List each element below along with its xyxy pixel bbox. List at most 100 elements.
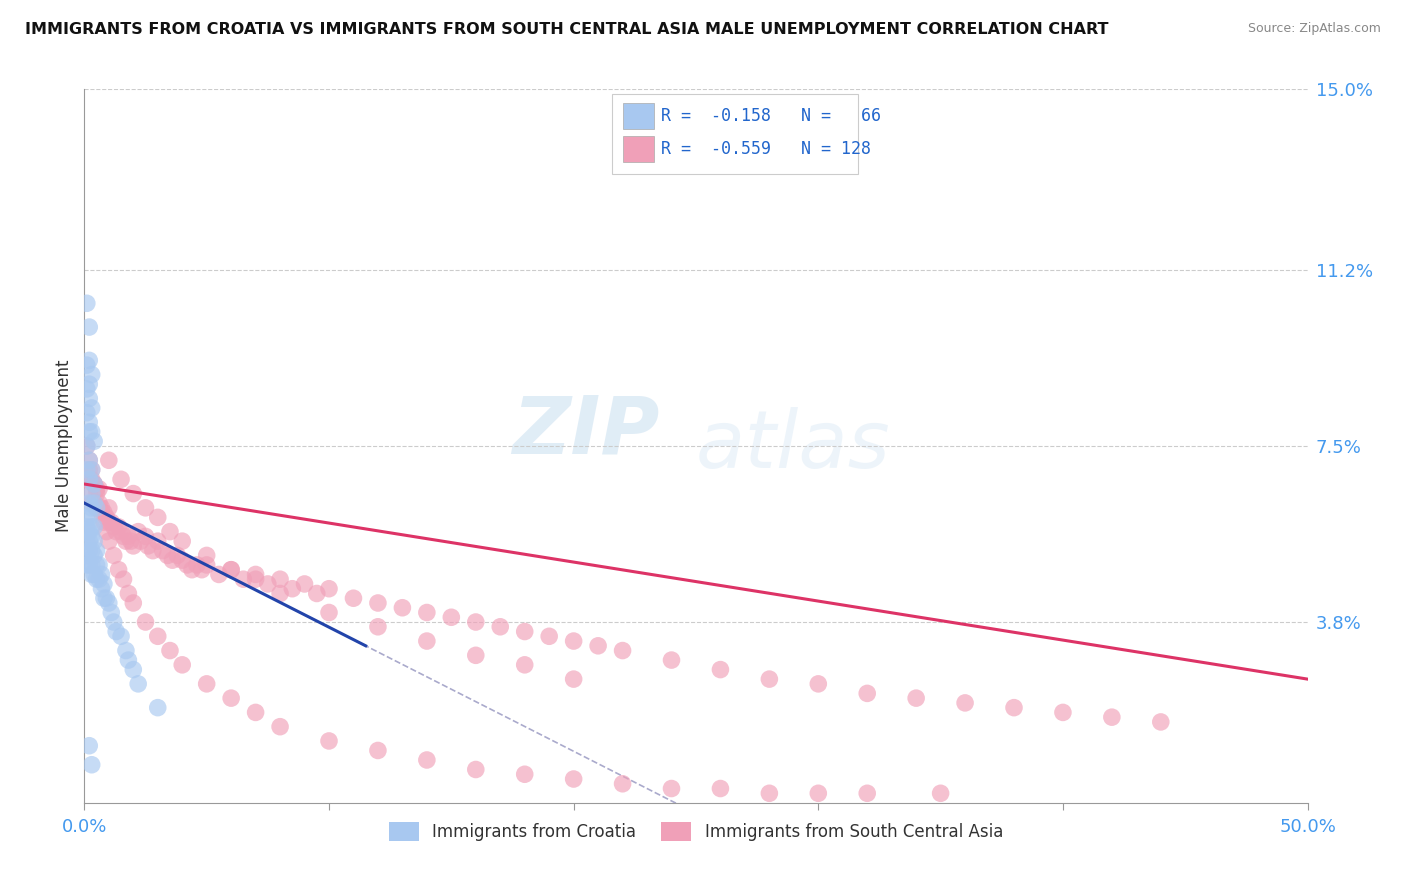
Point (83, 549, 105, 563)
Point (464, 615, 486, 629)
Point (86, 482, 108, 496)
Point (77, 510, 100, 524)
Point (83, 534, 105, 549)
Point (342, 591, 364, 606)
Point (318, 582, 340, 596)
Point (586, 639, 609, 653)
Point (86, 572, 108, 586)
Point (176, 558, 198, 572)
Point (76, 510, 98, 524)
Point (80, 543, 103, 558)
Point (83, 567, 105, 582)
Point (77, 486, 100, 500)
Point (269, 572, 291, 586)
Point (146, 534, 169, 549)
Point (269, 720, 291, 734)
Point (100, 606, 122, 620)
Point (77, 472, 100, 486)
Point (152, 543, 174, 558)
Point (245, 706, 267, 720)
Point (77, 320, 100, 334)
Point (127, 524, 149, 539)
Point (76, 439, 98, 453)
Point (103, 549, 125, 563)
Point (80, 558, 103, 572)
Point (87, 482, 110, 496)
Point (76, 558, 98, 572)
Point (136, 539, 159, 553)
Text: Source: ZipAtlas.com: Source: ZipAtlas.com (1247, 22, 1381, 36)
Point (110, 524, 132, 539)
Point (391, 600, 413, 615)
Point (172, 657, 194, 672)
Point (110, 629, 132, 643)
Point (440, 610, 463, 624)
Point (80, 496, 103, 510)
Point (929, 786, 952, 800)
Point (186, 558, 208, 572)
Point (661, 781, 683, 796)
Point (80, 472, 103, 486)
Point (318, 606, 340, 620)
Point (103, 615, 125, 629)
Legend: Immigrants from Croatia, Immigrants from South Central Asia: Immigrants from Croatia, Immigrants from… (382, 815, 1010, 848)
Point (661, 653, 683, 667)
Point (117, 653, 139, 667)
Point (80, 401, 103, 415)
Point (464, 763, 486, 777)
Point (76, 296, 98, 310)
Point (97, 515, 120, 529)
Point (77, 353, 100, 368)
Point (107, 563, 129, 577)
Point (181, 563, 204, 577)
Point (76, 549, 98, 563)
Point (232, 572, 254, 586)
Point (562, 634, 585, 648)
Point (97, 453, 120, 467)
Point (208, 567, 231, 582)
Point (103, 520, 125, 534)
Point (146, 510, 169, 524)
Point (489, 620, 512, 634)
Point (86, 500, 108, 515)
Point (758, 672, 780, 686)
Point (1150, 714, 1173, 729)
Point (562, 672, 585, 686)
Point (513, 624, 536, 639)
Text: R =  -0.158   N =   66: R = -0.158 N = 66 (661, 107, 880, 125)
Point (758, 786, 780, 800)
Point (416, 634, 439, 648)
Point (856, 786, 879, 800)
Point (77, 453, 100, 467)
Point (294, 577, 316, 591)
Point (77, 415, 100, 429)
Point (117, 586, 139, 600)
Point (76, 382, 98, 396)
Point (416, 606, 439, 620)
Point (86, 558, 108, 572)
Point (87, 572, 110, 586)
Point (257, 577, 280, 591)
Point (90, 500, 112, 515)
Point (97, 596, 120, 610)
Point (93, 577, 115, 591)
Point (93, 591, 115, 606)
Text: atlas: atlas (696, 407, 891, 485)
Point (83, 434, 105, 449)
Point (83, 477, 105, 491)
Point (80, 500, 103, 515)
Point (807, 786, 830, 800)
Point (86, 486, 108, 500)
Point (96, 510, 118, 524)
Point (90, 567, 112, 582)
Point (77, 543, 100, 558)
Point (162, 553, 184, 567)
Point (83, 496, 105, 510)
Point (219, 563, 242, 577)
Point (856, 686, 879, 700)
Point (77, 425, 100, 439)
Point (80, 520, 103, 534)
Point (146, 700, 169, 714)
Point (90, 582, 112, 596)
Point (86, 543, 108, 558)
